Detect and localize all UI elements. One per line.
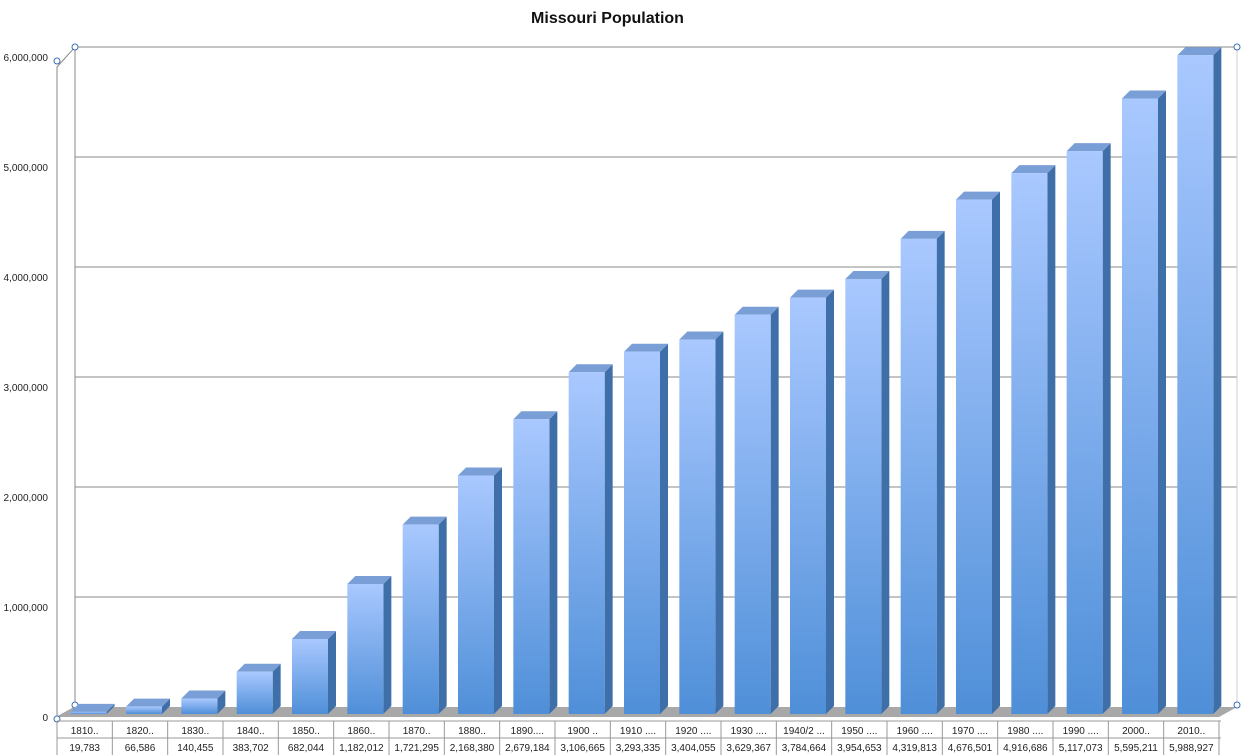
bar [734, 306, 779, 714]
value-label: 5,117,073 [1059, 743, 1103, 754]
value-label: 3,404,055 [671, 743, 716, 754]
y-tick-label: 0 [42, 713, 48, 724]
category-label: 1950 .... [841, 726, 877, 737]
bar [956, 191, 1000, 714]
value-label: 4,319,813 [892, 743, 937, 754]
bars [70, 47, 1222, 715]
category-label: 1840.. [237, 726, 265, 737]
category-label: 1810.. [71, 726, 99, 737]
value-label: 3,954,653 [837, 743, 882, 754]
y-tick-label: 4,000,000 [4, 273, 49, 284]
value-label: 3,106,665 [560, 743, 605, 754]
y-tick-label: 5,000,000 [4, 163, 49, 174]
bar [70, 703, 115, 714]
category-label: 1820.. [126, 726, 154, 737]
value-label: 682,044 [288, 743, 325, 754]
bar [513, 411, 558, 714]
bar [181, 690, 226, 714]
bar [679, 331, 724, 714]
category-label: 1920 .... [675, 726, 711, 737]
bar [790, 289, 834, 714]
category-label: 1940/2 ... [783, 726, 825, 737]
bar [1122, 90, 1166, 714]
value-label: 3,293,335 [616, 743, 661, 754]
category-label: 2010.. [1177, 726, 1205, 737]
bar [347, 575, 392, 714]
value-label: 66,586 [125, 743, 156, 754]
bar [458, 467, 502, 714]
bar [126, 698, 170, 714]
y-tick-label: 2,000,000 [4, 493, 49, 504]
category-label: 1970 .... [952, 726, 988, 737]
bar [1011, 165, 1056, 714]
bar [236, 663, 281, 714]
value-label: 3,784,664 [782, 743, 827, 754]
bar [568, 364, 613, 714]
y-tick-label: 1,000,000 [4, 603, 49, 614]
value-label: 2,168,380 [450, 743, 495, 754]
category-label: 1880.. [458, 726, 486, 737]
category-label: 1960 .... [897, 726, 933, 737]
bar [402, 516, 447, 714]
value-label: 1,721,295 [394, 743, 439, 754]
bar [1066, 143, 1111, 715]
category-label: 1850.. [292, 726, 320, 737]
value-label: 4,916,686 [1003, 743, 1048, 754]
selection-handle[interactable] [71, 43, 79, 51]
bar [845, 270, 890, 714]
category-label: 1890.... [511, 726, 544, 737]
bar [624, 343, 668, 714]
bar [292, 630, 336, 714]
value-label: 19,783 [69, 743, 100, 754]
side-wall [56, 45, 76, 718]
value-label: 3,629,367 [726, 743, 771, 754]
value-label: 5,595,211 [1114, 743, 1158, 754]
category-label: 2000.. [1122, 726, 1150, 737]
category-label: 1910 .... [620, 726, 656, 737]
value-label: 2,679,184 [505, 743, 550, 754]
selection-handle[interactable] [1233, 701, 1241, 709]
y-tick-label: 6,000,000 [4, 53, 49, 64]
category-label: 1900 .. [567, 726, 598, 737]
value-label: 4,676,501 [948, 743, 993, 754]
bar [900, 230, 945, 715]
category-label: 1860.. [347, 726, 375, 737]
bar [1177, 47, 1222, 715]
y-tick-label: 3,000,000 [4, 383, 49, 394]
category-label: 1990 .... [1063, 726, 1099, 737]
chart-title: Missouri Population [531, 10, 684, 27]
selection-handle[interactable] [1233, 43, 1241, 51]
value-label: 140,455 [177, 743, 214, 754]
category-label: 1930 .... [731, 726, 767, 737]
category-label: 1980 .... [1007, 726, 1043, 737]
category-label: 1870.. [403, 726, 431, 737]
value-label: 383,702 [233, 743, 270, 754]
selection-handle[interactable] [53, 57, 61, 65]
data-table: 1810.. 19,783 1820.. 66,586 1830.. 140,455 184… [56, 720, 1221, 755]
category-label: 1830.. [181, 726, 209, 737]
value-label: 1,182,012 [339, 743, 384, 754]
value-label: 5,988,927 [1169, 743, 1214, 754]
